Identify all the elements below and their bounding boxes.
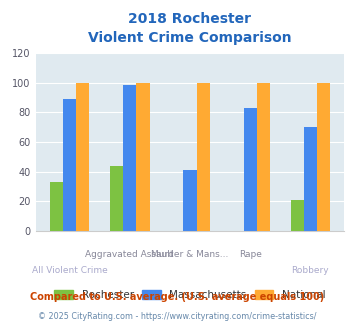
Text: Murder & Mans...: Murder & Mans... xyxy=(151,250,229,259)
Bar xyxy=(123,85,136,231)
Bar xyxy=(76,82,89,231)
Bar xyxy=(183,170,197,231)
Text: Compared to U.S. average. (U.S. average equals 100): Compared to U.S. average. (U.S. average … xyxy=(31,292,324,302)
Title: 2018 Rochester
Violent Crime Comparison: 2018 Rochester Violent Crime Comparison xyxy=(88,12,292,45)
Bar xyxy=(290,200,304,231)
Text: All Violent Crime: All Violent Crime xyxy=(32,266,107,275)
Bar xyxy=(136,82,149,231)
Bar xyxy=(257,82,270,231)
Bar xyxy=(63,99,76,231)
Bar xyxy=(244,108,257,231)
Bar xyxy=(317,82,330,231)
Legend: Rochester, Massachusetts, National: Rochester, Massachusetts, National xyxy=(54,290,326,300)
Text: Robbery: Robbery xyxy=(291,266,329,275)
Bar xyxy=(110,166,123,231)
Text: © 2025 CityRating.com - https://www.cityrating.com/crime-statistics/: © 2025 CityRating.com - https://www.city… xyxy=(38,312,317,321)
Text: Rape: Rape xyxy=(239,250,262,259)
Text: Aggravated Assault: Aggravated Assault xyxy=(86,250,174,259)
Bar xyxy=(304,127,317,231)
Bar xyxy=(197,82,210,231)
Bar xyxy=(50,182,63,231)
